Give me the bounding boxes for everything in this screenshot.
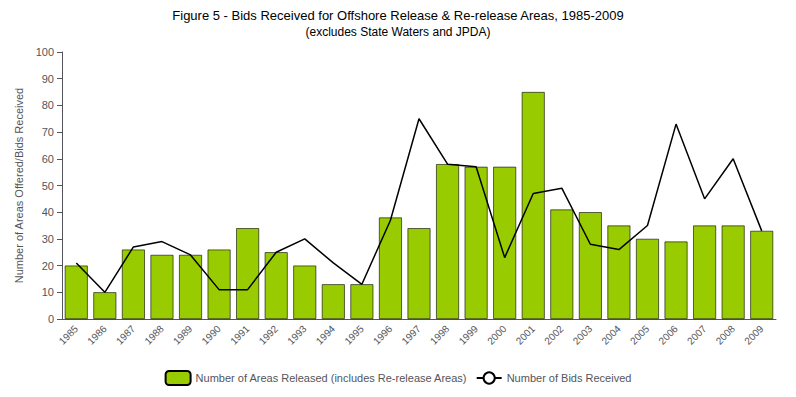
svg-text:0: 0 bbox=[48, 313, 54, 325]
svg-text:2004: 2004 bbox=[599, 323, 623, 347]
svg-text:10: 10 bbox=[42, 286, 54, 298]
svg-text:2001: 2001 bbox=[514, 323, 538, 347]
svg-text:1993: 1993 bbox=[285, 323, 309, 347]
svg-text:1986: 1986 bbox=[85, 323, 109, 347]
svg-text:2000: 2000 bbox=[485, 323, 509, 347]
svg-text:2008: 2008 bbox=[714, 323, 738, 347]
svg-text:2007: 2007 bbox=[685, 323, 709, 347]
svg-text:Number of Bids Received: Number of Bids Received bbox=[507, 372, 632, 384]
svg-text:30: 30 bbox=[42, 233, 54, 245]
svg-text:2003: 2003 bbox=[571, 323, 595, 347]
svg-text:1991: 1991 bbox=[228, 323, 252, 347]
svg-text:1990: 1990 bbox=[199, 323, 223, 347]
svg-text:1998: 1998 bbox=[428, 323, 452, 347]
svg-text:(excludes State Waters and JPD: (excludes State Waters and JPDA) bbox=[306, 25, 491, 39]
svg-text:40: 40 bbox=[42, 206, 54, 218]
svg-text:100: 100 bbox=[36, 46, 54, 58]
svg-text:1988: 1988 bbox=[142, 323, 166, 347]
svg-text:50: 50 bbox=[42, 180, 54, 192]
svg-text:2002: 2002 bbox=[542, 323, 566, 347]
svg-text:2005: 2005 bbox=[628, 323, 652, 347]
svg-text:90: 90 bbox=[42, 73, 54, 85]
svg-text:80: 80 bbox=[42, 99, 54, 111]
svg-text:1995: 1995 bbox=[342, 323, 366, 347]
svg-text:1996: 1996 bbox=[371, 323, 395, 347]
svg-text:Number of Areas Released (incl: Number of Areas Released (includes Re-re… bbox=[196, 372, 467, 384]
svg-text:1989: 1989 bbox=[171, 323, 195, 347]
svg-text:Figure 5 - Bids Received for O: Figure 5 - Bids Received for Offshore Re… bbox=[172, 8, 623, 23]
svg-text:1994: 1994 bbox=[314, 323, 338, 347]
svg-text:70: 70 bbox=[42, 126, 54, 138]
svg-text:20: 20 bbox=[42, 260, 54, 272]
svg-text:1999: 1999 bbox=[457, 323, 481, 347]
svg-text:2009: 2009 bbox=[742, 323, 766, 347]
svg-text:1997: 1997 bbox=[399, 323, 423, 347]
svg-text:1987: 1987 bbox=[114, 323, 138, 347]
svg-text:60: 60 bbox=[42, 153, 54, 165]
svg-text:Number of Areas Offered/Bids R: Number of Areas Offered/Bids Received bbox=[13, 88, 25, 283]
svg-text:1992: 1992 bbox=[257, 323, 281, 347]
svg-text:2006: 2006 bbox=[656, 323, 680, 347]
svg-text:1985: 1985 bbox=[57, 323, 81, 347]
